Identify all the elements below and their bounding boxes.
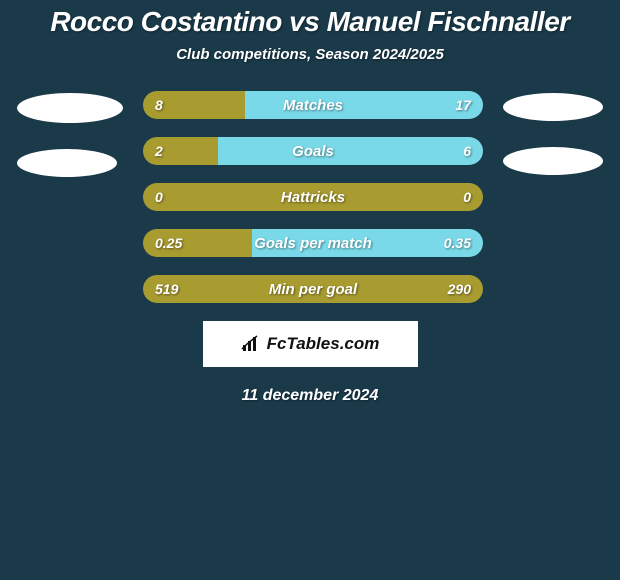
root: Rocco Costantino vs Manuel Fischnaller C…	[0, 0, 620, 405]
stat-label: Matches	[143, 91, 483, 119]
comparison-area: 817Matches 26Goals 00Hattricks 0.250.35Goal…	[0, 91, 620, 303]
bars-chart-icon	[241, 335, 261, 353]
right-avatar-column	[503, 91, 603, 175]
avatar-placeholder	[17, 149, 117, 177]
left-avatar-column	[17, 91, 123, 177]
logo-text: FcTables.com	[267, 334, 380, 354]
subtitle: Club competitions, Season 2024/2025	[176, 46, 444, 63]
avatar-placeholder	[17, 93, 123, 123]
avatar-placeholder	[503, 93, 603, 121]
stat-bar: 817Matches	[143, 91, 483, 119]
page-title: Rocco Costantino vs Manuel Fischnaller	[50, 6, 569, 38]
stat-bar: 519290Min per goal	[143, 275, 483, 303]
stat-label: Hattricks	[143, 183, 483, 211]
stat-label: Goals per match	[143, 229, 483, 257]
stat-label: Min per goal	[143, 275, 483, 303]
fctables-logo: FcTables.com	[203, 321, 418, 367]
stat-bar: 26Goals	[143, 137, 483, 165]
stat-bar: 0.250.35Goals per match	[143, 229, 483, 257]
date-label: 11 december 2024	[242, 387, 379, 405]
stat-bar: 00Hattricks	[143, 183, 483, 211]
stat-label: Goals	[143, 137, 483, 165]
stat-bars-column: 817Matches 26Goals 00Hattricks 0.250.35Goal…	[143, 91, 483, 303]
avatar-placeholder	[503, 147, 603, 175]
